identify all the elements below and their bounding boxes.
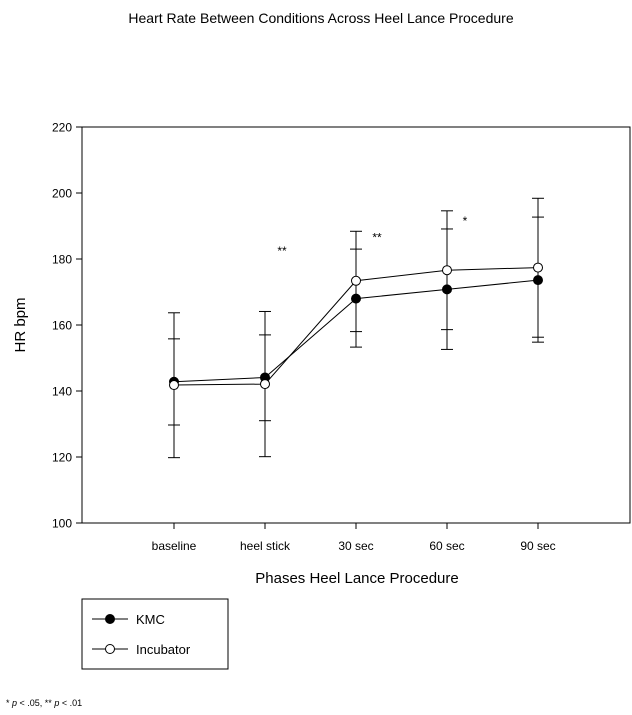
data-point-incubator — [169, 380, 179, 391]
data-point-incubator — [442, 265, 452, 276]
y-axis-label: HR bpm — [12, 297, 29, 352]
x-axis-label: Phases Heel Lance Procedure — [255, 570, 458, 587]
data-point-incubator — [533, 262, 543, 273]
y-axis: 100 120 140 160 180 200 220 — [52, 121, 82, 531]
y-tick-label: 220 — [52, 121, 72, 135]
legend-kmc-marker — [105, 614, 115, 624]
legend-incubator-marker — [105, 644, 115, 654]
legend-incubator-label: Incubator — [136, 642, 191, 657]
series-markers — [169, 262, 543, 391]
x-tick-label: 60 sec — [429, 539, 464, 553]
y-tick-label: 120 — [52, 451, 72, 465]
x-tick-label: 90 sec — [520, 539, 555, 553]
significance-marker: ** — [277, 244, 287, 258]
y-tick-label: 180 — [52, 253, 72, 267]
error-bars — [168, 197, 544, 459]
x-tick-label: 30 sec — [338, 539, 373, 553]
footnote-part1: * — [6, 698, 13, 708]
significance-annotations: ***** — [277, 214, 467, 258]
x-tick-label: baseline — [152, 539, 197, 553]
significance-marker: * — [463, 214, 468, 228]
footnote-p2: p — [54, 698, 60, 708]
footnote: * p < .05, ** p < .01 — [6, 698, 82, 708]
y-tick-label: 100 — [52, 517, 72, 531]
significance-marker: ** — [372, 231, 382, 245]
data-point-kmc — [442, 284, 452, 295]
y-tick-label: 200 — [52, 187, 72, 201]
footnote-part2: < .05, ** — [17, 698, 55, 708]
footnote-part3: < .01 — [59, 698, 83, 708]
chart-title: Heart Rate Between Conditions Across Hee… — [128, 10, 513, 26]
legend: KMC Incubator — [81, 598, 229, 670]
y-tick-label: 160 — [52, 319, 72, 333]
legend-box — [81, 598, 229, 670]
data-point-incubator — [351, 275, 361, 286]
data-point-kmc — [533, 275, 543, 286]
legend-kmc-label: KMC — [136, 612, 165, 627]
data-point-kmc — [351, 293, 361, 304]
y-tick-label: 140 — [52, 385, 72, 399]
data-point-incubator — [260, 379, 270, 390]
footnote-p1: p — [12, 698, 18, 708]
x-axis: baseline heel stick 30 sec 60 sec 90 sec — [152, 523, 556, 553]
x-tick-label: heel stick — [240, 539, 291, 553]
